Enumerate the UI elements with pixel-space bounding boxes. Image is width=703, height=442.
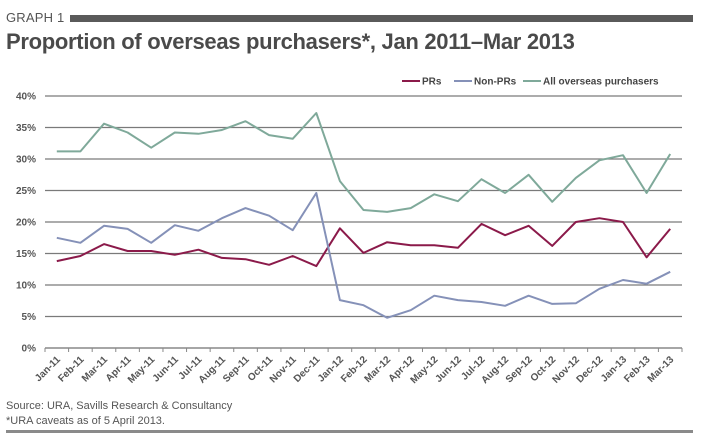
y-tick-label: 10% [16, 281, 36, 292]
header-rule [70, 15, 693, 22]
series-line-non-prs [56, 192, 671, 319]
gridlines [45, 95, 682, 349]
x-tick-label: Jun-12 [433, 354, 464, 385]
series-lines [56, 112, 672, 319]
source-note: Source: URA, Savills Research & Consulta… [6, 400, 233, 412]
y-tick-label: 5% [22, 312, 37, 323]
y-tick-label: 25% [16, 186, 36, 197]
legend-label: Non-PRs [474, 77, 517, 88]
series-line-all-overseas-purchasers [56, 112, 672, 213]
x-tick-label: Sep-11 [221, 354, 252, 385]
series-line-prs [56, 217, 671, 268]
graph-number-label: GRAPH 1 [6, 10, 65, 25]
chart-title: Proportion of overseas purchasers*, Jan … [6, 29, 575, 54]
x-tick-label: Mar-11 [80, 354, 110, 384]
x-tick-label: Jun-11 [151, 354, 181, 384]
y-tick-label: 35% [16, 123, 36, 134]
y-tick-label: 20% [16, 218, 36, 229]
y-tick-label: 15% [16, 249, 36, 260]
legend: PRs Non-PRs All overseas purchasers [402, 77, 659, 88]
x-tick-label: May-11 [126, 354, 158, 386]
legend-label: All overseas purchasers [543, 77, 659, 88]
x-tick-label: Dec-12 [575, 354, 606, 385]
y-tick-label: 0% [22, 344, 37, 355]
y-tick-label: 40% [16, 92, 36, 103]
legend-label: PRs [422, 77, 442, 88]
y-axis-ticks: 0% 5% 10% 15% 20% 25% 30% 35% 40% [16, 92, 36, 355]
caveat-note: *URA caveats as of 5 April 2013. [6, 415, 165, 427]
x-axis: Jan-11Feb-11Mar-11Apr-11May-11Jun-11Jul-… [33, 348, 683, 386]
x-tick-label: Mar-13 [646, 354, 677, 385]
x-tick-label: Sep-12 [504, 354, 535, 385]
y-tick-label: 30% [16, 155, 36, 166]
footer-rule [6, 430, 693, 433]
